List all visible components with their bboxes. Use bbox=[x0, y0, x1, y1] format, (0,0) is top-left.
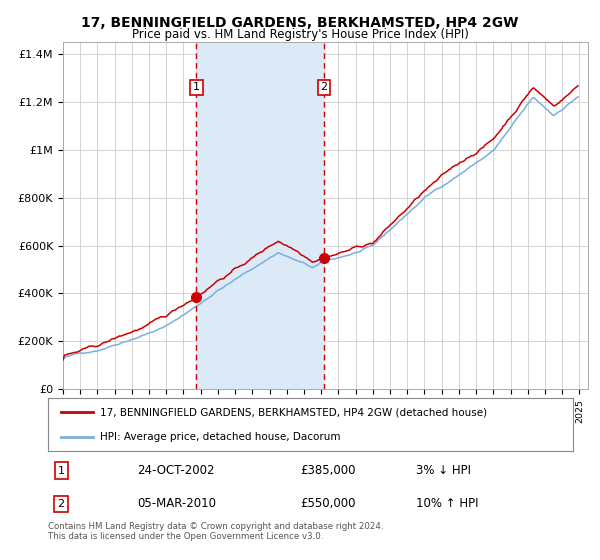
Text: Contains HM Land Registry data © Crown copyright and database right 2024.
This d: Contains HM Land Registry data © Crown c… bbox=[48, 522, 383, 542]
Text: 1: 1 bbox=[193, 82, 200, 92]
Text: 24-OCT-2002: 24-OCT-2002 bbox=[137, 464, 215, 477]
Bar bbox=[196, 42, 324, 389]
Text: 05-MAR-2010: 05-MAR-2010 bbox=[137, 497, 216, 510]
Text: HPI: Average price, detached house, Dacorum: HPI: Average price, detached house, Daco… bbox=[101, 432, 341, 442]
Text: 3% ↓ HPI: 3% ↓ HPI bbox=[415, 464, 470, 477]
Text: 2: 2 bbox=[320, 82, 328, 92]
Text: £550,000: £550,000 bbox=[300, 497, 355, 510]
Text: 2: 2 bbox=[58, 499, 65, 509]
Text: 17, BENNINGFIELD GARDENS, BERKHAMSTED, HP4 2GW (detached house): 17, BENNINGFIELD GARDENS, BERKHAMSTED, H… bbox=[101, 408, 488, 418]
Text: Price paid vs. HM Land Registry's House Price Index (HPI): Price paid vs. HM Land Registry's House … bbox=[131, 28, 469, 41]
Text: 17, BENNINGFIELD GARDENS, BERKHAMSTED, HP4 2GW: 17, BENNINGFIELD GARDENS, BERKHAMSTED, H… bbox=[82, 16, 518, 30]
Text: £385,000: £385,000 bbox=[300, 464, 355, 477]
Text: 10% ↑ HPI: 10% ↑ HPI bbox=[415, 497, 478, 510]
Text: 1: 1 bbox=[58, 465, 65, 475]
